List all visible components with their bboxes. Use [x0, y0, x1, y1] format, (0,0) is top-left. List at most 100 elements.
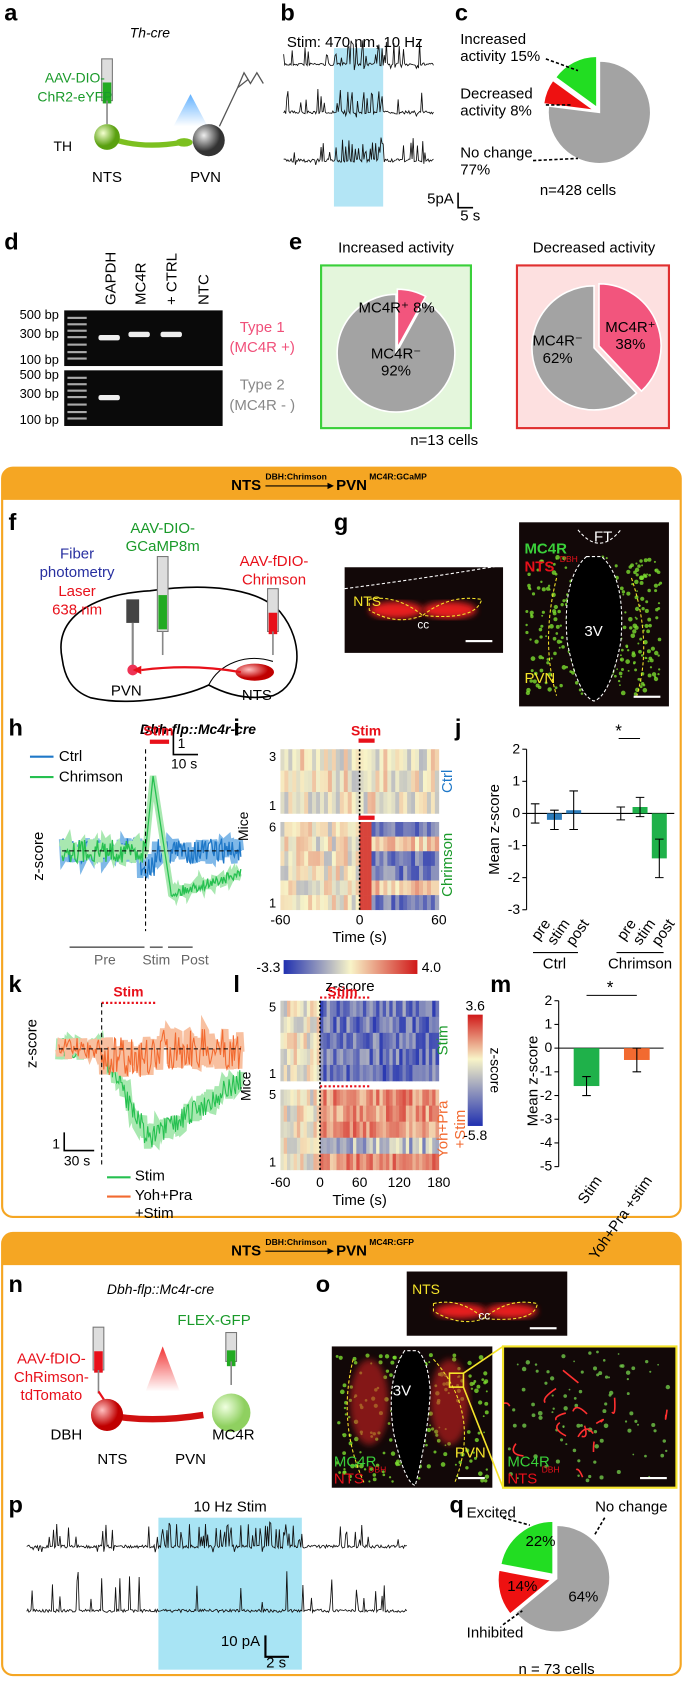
heat-cell — [339, 770, 345, 793]
outline — [548, 577, 645, 696]
heat-cell — [434, 836, 440, 852]
heat-cell — [339, 1032, 344, 1050]
heat-cell — [316, 792, 321, 814]
y-tick-label: -2 — [539, 1086, 553, 1103]
heat-cell — [392, 1048, 397, 1066]
micrograph — [503, 1346, 677, 1488]
heat-cell — [329, 1016, 334, 1034]
heat-cell — [290, 1105, 294, 1122]
heat-cell — [399, 1016, 403, 1034]
heat-cell — [399, 792, 404, 814]
heat-cell — [415, 770, 420, 793]
heat-cell — [419, 1105, 423, 1122]
heat-cell — [346, 1064, 351, 1082]
panel-letter: n — [8, 1270, 23, 1298]
label: ChR2-eYFP — [37, 88, 113, 105]
signal-dot — [522, 1423, 527, 1428]
signal-dot — [365, 1353, 370, 1358]
signal-dot — [452, 1353, 457, 1358]
heat-cell — [288, 880, 293, 896]
heat-cell — [351, 836, 356, 852]
heat-cell — [415, 1048, 420, 1066]
heat-cell — [435, 1121, 440, 1139]
heat-cell — [303, 1137, 308, 1155]
heat-cell — [353, 1064, 357, 1082]
heat-cell — [293, 1064, 298, 1082]
heat-cell — [399, 1000, 403, 1018]
signal-dot — [478, 1400, 483, 1405]
error-bar — [569, 790, 578, 831]
fiber-signal — [611, 1397, 616, 1414]
label: 0 — [316, 1174, 324, 1191]
heat-cell — [326, 1137, 331, 1155]
signal-dot — [640, 681, 645, 686]
heat-cell — [323, 749, 329, 771]
signal-dot — [512, 1423, 517, 1428]
signal-dot — [530, 614, 534, 619]
heat-cell — [284, 851, 289, 867]
signal-dot — [619, 586, 624, 591]
heat-cell — [422, 749, 428, 771]
heat-cell — [349, 1016, 354, 1034]
heat-cell — [333, 1016, 337, 1034]
heat-cell — [329, 1153, 334, 1171]
signal-dot — [658, 668, 661, 671]
signal-dot — [657, 654, 660, 657]
heat-cell — [419, 1064, 423, 1082]
leader — [593, 1517, 606, 1537]
heat-cell — [292, 880, 297, 896]
heat-cell — [366, 1048, 370, 1066]
heat-cell — [300, 749, 305, 771]
heat-cell — [399, 1153, 403, 1171]
signal-dot — [573, 1360, 575, 1363]
heat-cell — [300, 821, 305, 837]
label: 120 — [387, 1174, 411, 1191]
error-bar — [655, 838, 664, 879]
label: DBH — [541, 1465, 560, 1475]
signal-dot — [337, 1421, 341, 1425]
leader — [502, 1610, 523, 1626]
heat-cell — [300, 1048, 304, 1066]
panel-letter: g — [333, 508, 349, 536]
heat-cell — [280, 1032, 285, 1050]
heat-cell — [387, 770, 392, 793]
signal-dot — [436, 1438, 441, 1443]
heat-cell — [430, 821, 436, 837]
heat-cell — [379, 1153, 384, 1171]
heat-cell — [306, 1016, 311, 1034]
heat-cell — [323, 851, 329, 867]
heat-cell — [300, 851, 305, 867]
heat-cell — [375, 770, 380, 793]
signal-dot — [342, 1433, 347, 1438]
signal-dot — [659, 581, 663, 585]
ladder-band — [67, 383, 87, 386]
heat-cell — [280, 1121, 285, 1139]
heat-cell — [355, 851, 360, 867]
heat-cell — [379, 865, 384, 881]
heat-cell — [392, 1064, 397, 1082]
fiber-signal — [556, 1421, 567, 1437]
signal-dot — [483, 1371, 488, 1376]
label: z-score — [29, 831, 47, 881]
heat-cell — [366, 1121, 370, 1139]
heat-cell — [367, 851, 372, 867]
heat-cell — [304, 821, 309, 837]
heat-cell — [304, 836, 309, 852]
heat-cell — [391, 821, 396, 837]
heat-cell — [280, 1137, 285, 1155]
y-tick-label: -3 — [539, 1110, 553, 1127]
heat-cell — [375, 792, 380, 814]
heat-cell — [386, 1089, 390, 1106]
heat-cell — [320, 895, 325, 911]
heat-cell — [415, 851, 420, 867]
heat-cell — [419, 1121, 423, 1139]
signal-dot — [608, 1393, 612, 1397]
heat-cell — [336, 1153, 341, 1171]
heat-cell — [382, 1153, 387, 1171]
heat-cell — [312, 821, 317, 837]
signal-dot — [349, 1479, 352, 1481]
heat-cell — [280, 1016, 285, 1034]
heat-cell — [415, 880, 420, 896]
signal-dot — [525, 690, 531, 696]
heat-cell — [333, 1105, 337, 1122]
